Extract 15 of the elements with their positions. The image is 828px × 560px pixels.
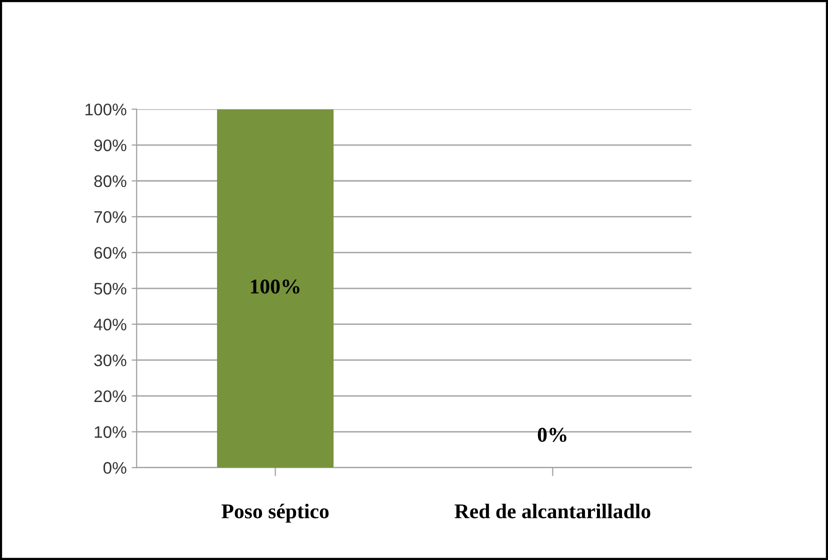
y-tick-label: 90% [94, 139, 126, 152]
y-tick-label: 60% [94, 246, 126, 259]
y-tick-label: 10% [94, 426, 126, 438]
y-tick-label: 20% [94, 390, 126, 402]
y-tick-label: 30% [94, 354, 126, 366]
y-tick-label: 80% [94, 175, 126, 188]
data-label: 100% [250, 280, 300, 294]
y-tick-label: 70% [94, 211, 126, 223]
data-label: 0% [538, 428, 566, 442]
y-tick-label: 50% [94, 282, 126, 295]
y-tick-label: 0% [103, 462, 126, 474]
y-tick-label: 100% [86, 104, 126, 116]
y-tick-label: 40% [94, 318, 126, 330]
x-tick-label: Poso séptico [222, 504, 329, 523]
x-tick-label: Red de alcantarilladlo [454, 504, 650, 518]
